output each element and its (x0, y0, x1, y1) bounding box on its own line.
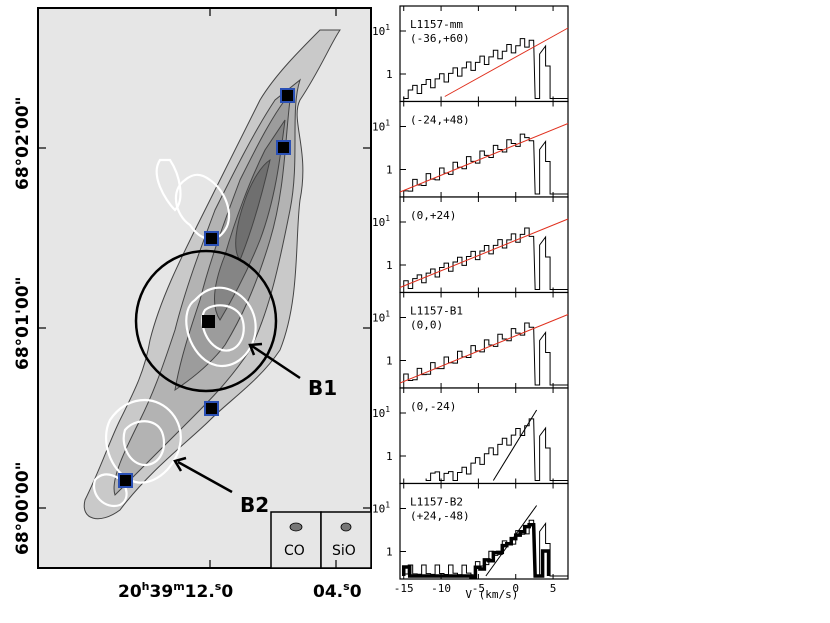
panel-offset-label: (-36,+60) (410, 32, 470, 45)
beam-box-sio (320, 511, 371, 568)
marker-mm (280, 88, 295, 103)
xtick-label: -15 (394, 582, 414, 595)
svg-text:20h39m12.s0: 20h39m12.s0 (118, 580, 233, 602)
panel-label: L1157-B1 (410, 305, 463, 318)
spectrum-panel-2: 101 1 (-24,+48) (372, 100, 569, 198)
svg-text:04.s0: 04.s0 (313, 580, 362, 602)
x-axis-label: V (km/s) (465, 588, 518, 601)
spectrum-panel-5: 101 1 (0,-24) (372, 387, 569, 485)
ra-tick-2: 04.s0 (313, 580, 362, 602)
spectrum-line (403, 322, 568, 386)
sio-contour-b2 (105, 398, 182, 484)
arrow-b2-head (173, 456, 187, 472)
sio-contour-b2-tail (92, 473, 128, 508)
ytick-10: 101 (372, 405, 390, 420)
marker-b2 (118, 473, 133, 488)
ytick-10: 101 (372, 119, 390, 134)
panel-offset-label: (+24,-48) (410, 510, 470, 523)
fit-line (399, 218, 569, 288)
spectrum-bold-line (401, 523, 551, 579)
spectrum-line (403, 133, 568, 195)
spectrum-line (425, 418, 568, 481)
marker-n48 (276, 140, 291, 155)
xtick-label: -10 (431, 582, 451, 595)
marker-n24 (204, 231, 219, 246)
panel-label: (0,+24) (410, 209, 456, 222)
fit-line (444, 27, 569, 97)
xtick-label: 5 (550, 582, 557, 595)
arrow-b2 (177, 460, 233, 494)
ytick-10: 101 (372, 23, 390, 38)
arrows (173, 342, 301, 494)
ytick-1: 1 (386, 546, 393, 559)
spectrum-line (403, 519, 568, 577)
panel-offset-label: (0,0) (410, 319, 443, 332)
beam-co-label: CO (284, 543, 305, 559)
spectra-panel: 1011L1157-mm(-36,+60)1011(-24,+48)1011(0… (372, 5, 569, 601)
fit-line (399, 314, 569, 384)
ra-tick-1: 20h39m12.s0 (118, 580, 233, 602)
ytick-10: 101 (372, 214, 390, 229)
spectrum-panel-4: 101 1 L1157-B1(0,0) (372, 291, 569, 389)
map-ticks (38, 8, 371, 568)
xtick-label: 0 (512, 582, 519, 595)
ytick-1: 1 (386, 450, 393, 463)
sio-contour-b1 (185, 286, 257, 367)
panel-label: (0,-24) (410, 400, 456, 413)
dec-tick-2: 68°01'00" (13, 276, 33, 370)
ytick-1: 1 (386, 68, 393, 81)
beam-co (289, 522, 303, 532)
dec-tick-3: 68°00'00" (13, 461, 33, 555)
fit-line (399, 123, 569, 193)
xtick-label: -5 (472, 582, 485, 595)
spectrum-panel-3: 101 1 (0,+24) (372, 196, 569, 294)
fit-line (492, 409, 538, 481)
ytick-10: 101 (372, 501, 390, 516)
spectrum-panel-1: 101 1 L1157-mm(-36,+60) (372, 5, 569, 103)
arrow-b1-head (248, 342, 263, 356)
label-b2: B2 (240, 493, 269, 517)
label-b1: B1 (308, 376, 337, 400)
ytick-1: 1 (386, 259, 393, 272)
beam-boxes: CO SiO (270, 511, 371, 568)
beam-box-co (270, 511, 322, 568)
map-panel: B1 B2 CO SiO 68°02'00" 68°01'00" 68°00'0… (13, 7, 372, 602)
beam-sio-label: SiO (332, 543, 356, 559)
arrow-b1 (251, 344, 301, 380)
spectrum-panel-6: 101 1 L1157-B2(+24,-48) (372, 482, 569, 580)
panel-label: L1157-mm (410, 18, 463, 31)
b1-circle (134, 249, 278, 393)
spectrum-line (403, 227, 568, 290)
ytick-1: 1 (386, 164, 393, 177)
sio-contour-north2 (155, 158, 182, 212)
beam-sio (340, 522, 352, 532)
marker-b1 (202, 315, 215, 328)
spectrum-line (403, 38, 568, 99)
panel-label: L1157-B2 (410, 496, 463, 509)
panel-label: (-24,+48) (410, 114, 470, 127)
sio-contour-b1-inner (201, 304, 245, 352)
co-contour-5 (235, 158, 271, 261)
position-markers (118, 88, 295, 488)
dec-tick-1: 68°02'00" (13, 96, 33, 190)
ytick-1: 1 (386, 355, 393, 368)
sio-contour-b2-inner (122, 420, 166, 467)
sio-contour-north (174, 173, 231, 241)
marker-s24 (204, 401, 219, 416)
ytick-10: 101 (372, 310, 390, 325)
